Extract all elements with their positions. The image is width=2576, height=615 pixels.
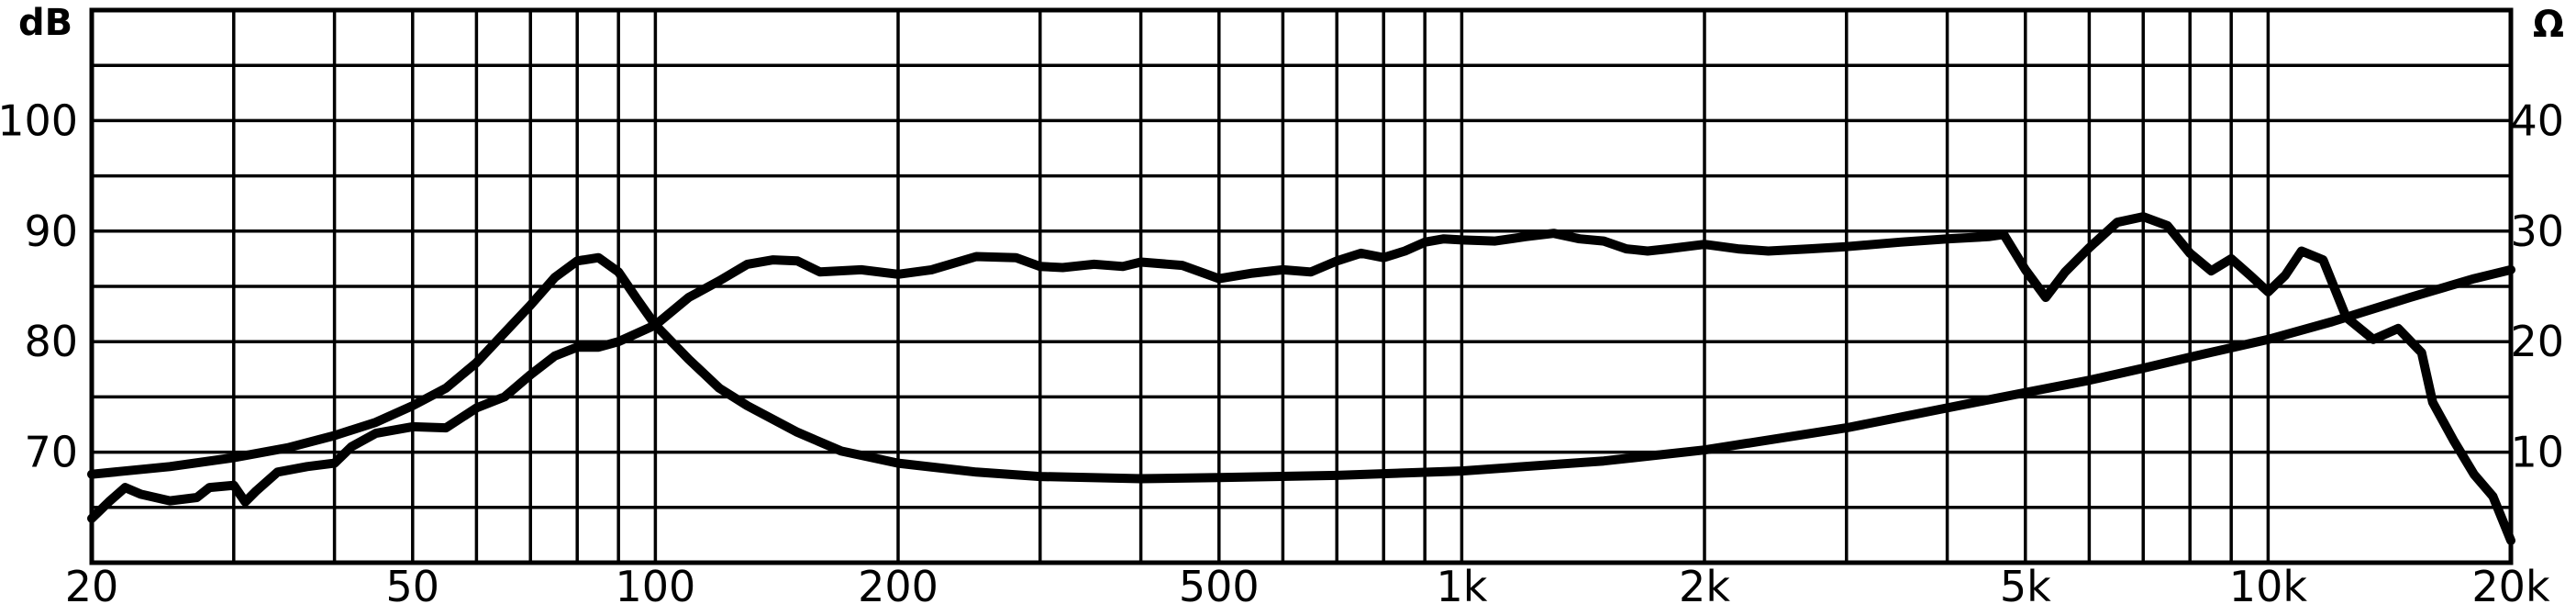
y2-tick-label: 20	[2510, 317, 2564, 366]
plot-frame	[89, 7, 2514, 565]
x-tick-label: 100	[615, 562, 695, 610]
y2-tick-label: 40	[2510, 95, 2564, 145]
y2-tick-label: 30	[2510, 207, 2564, 256]
y-tick-label: 80	[24, 317, 78, 366]
x-tick-label: 1k	[1436, 562, 1487, 610]
y2-axis-label: Ω	[2533, 4, 2564, 46]
x-tick-label: 20	[65, 562, 119, 610]
y-tick-label: 90	[24, 207, 78, 256]
spl-curve	[87, 212, 2515, 545]
grid	[89, 7, 2514, 565]
impedance-curve	[87, 252, 2515, 484]
x-tick-label: 5k	[2000, 562, 2051, 610]
y-tick-label: 100	[0, 95, 78, 145]
x-tick-label: 2k	[1679, 562, 1730, 610]
y-axis-label: dB	[18, 2, 72, 44]
x-tick-label: 10k	[2229, 562, 2308, 610]
y-tick-label: 70	[24, 428, 78, 477]
x-tick-label: 500	[1179, 562, 1260, 610]
x-tick-label: 50	[386, 562, 440, 610]
x-tick-label: 200	[858, 562, 938, 610]
y2-tick-label: 10	[2510, 428, 2564, 477]
series-group	[87, 212, 2515, 545]
x-tick-label: 20k	[2471, 562, 2550, 610]
